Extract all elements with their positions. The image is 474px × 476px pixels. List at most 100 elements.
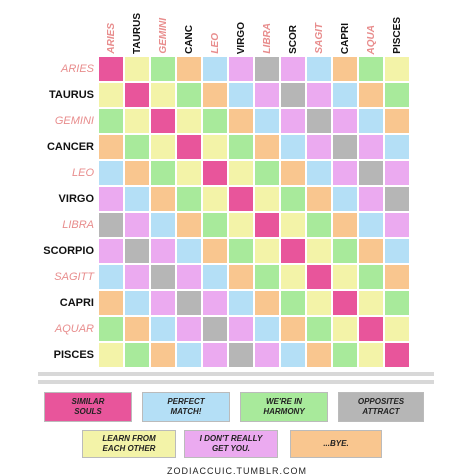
heatmap-cell [280, 82, 306, 108]
heatmap-cell [358, 290, 384, 316]
heatmap-cell [176, 134, 202, 160]
heatmap-cell [384, 82, 410, 108]
column-header-label: TAURUS [131, 13, 143, 54]
heatmap-cell [306, 160, 332, 186]
heatmap-cell [150, 342, 176, 368]
heatmap-cell [332, 238, 358, 264]
heatmap-cell [124, 290, 150, 316]
heatmap-cell [358, 212, 384, 238]
heatmap-cell [254, 160, 280, 186]
heatmap-cell [202, 342, 228, 368]
heatmap-cell [150, 186, 176, 212]
row-header-label: SAGITT [54, 271, 94, 283]
legend-item: WE'RE IN HARMONY [240, 392, 328, 422]
heatmap-cell [202, 264, 228, 290]
heatmap-cell [358, 160, 384, 186]
legend-label: I DON'T REALLY GET YOU. [199, 434, 263, 453]
heatmap-cell [98, 212, 124, 238]
heatmap-cell [124, 342, 150, 368]
row-header-label: GEMINI [54, 115, 94, 127]
heatmap-cell [98, 264, 124, 290]
heatmap-cell [332, 186, 358, 212]
heatmap-cell [254, 134, 280, 160]
row-header-label: LIBRA [62, 219, 94, 231]
heatmap-cell [332, 316, 358, 342]
heatmap-cell [202, 212, 228, 238]
heatmap-cell [384, 238, 410, 264]
heatmap-cell [124, 82, 150, 108]
heatmap-cell [176, 82, 202, 108]
heatmap-cell [202, 290, 228, 316]
legend-label: OPPOSITES ATTRACT [357, 397, 405, 416]
heatmap-cell [202, 186, 228, 212]
heatmap-cell [306, 134, 332, 160]
heatmap-cell [124, 108, 150, 134]
heatmap-cell [280, 134, 306, 160]
heatmap-cell [254, 82, 280, 108]
footer-credit: ZODIACCUIC.TUMBLR.COM [167, 466, 307, 476]
heatmap-cell [98, 238, 124, 264]
heatmap-cell [384, 290, 410, 316]
heatmap-cell [332, 160, 358, 186]
heatmap-cell [306, 56, 332, 82]
heatmap-cell [384, 212, 410, 238]
heatmap-cell [176, 238, 202, 264]
column-header-label: AQUA [365, 24, 377, 54]
heatmap-cell [358, 134, 384, 160]
row-header-label: CANCER [46, 141, 94, 153]
legend-item: OPPOSITES ATTRACT [338, 392, 424, 422]
heatmap-cell [332, 56, 358, 82]
heatmap-cell [98, 108, 124, 134]
heatmap-cell [228, 264, 254, 290]
heatmap-cell [306, 108, 332, 134]
heatmap-cell [98, 134, 124, 160]
heatmap-cell [176, 264, 202, 290]
heatmap-cell [358, 238, 384, 264]
heatmap-cell [332, 290, 358, 316]
heatmap-cell [202, 316, 228, 342]
heatmap-cell [332, 134, 358, 160]
column-header: AQUA [358, 4, 384, 54]
heatmap-cell [150, 316, 176, 342]
heatmap-cell [150, 108, 176, 134]
heatmap-cell [98, 82, 124, 108]
heatmap-cell [124, 160, 150, 186]
heatmap-cell [332, 264, 358, 290]
heatmap-cell [306, 186, 332, 212]
column-header: CAPRI [332, 4, 358, 54]
heatmap-cell [176, 160, 202, 186]
legend-label: ...BYE. [323, 439, 349, 448]
heatmap-cell [384, 56, 410, 82]
heatmap-cell [228, 56, 254, 82]
heatmap-cell [280, 212, 306, 238]
heatmap-cell [124, 134, 150, 160]
heatmap-cell [384, 316, 410, 342]
heatmap-cell [150, 134, 176, 160]
column-header: GEMINI [150, 4, 176, 54]
column-header: LEO [202, 4, 228, 54]
heatmap-cell [332, 82, 358, 108]
heatmap-cell [384, 342, 410, 368]
heatmap-cell [384, 108, 410, 134]
heatmap-cell [202, 108, 228, 134]
column-header: SAGIT [306, 4, 332, 54]
heatmap-cell [306, 82, 332, 108]
heatmap-cell [202, 56, 228, 82]
heatmap-cell [98, 160, 124, 186]
heatmap-cell [384, 186, 410, 212]
heatmap-cell [228, 212, 254, 238]
heatmap-cell [176, 212, 202, 238]
heatmap-cell [254, 56, 280, 82]
heatmap-cell [228, 82, 254, 108]
heatmap-cell [306, 342, 332, 368]
heatmap-cell [228, 186, 254, 212]
heatmap-cell [384, 160, 410, 186]
heatmap-cell [98, 290, 124, 316]
heatmap-cell [384, 134, 410, 160]
heatmap-cell [306, 238, 332, 264]
heatmap-cell [150, 238, 176, 264]
legend-item: I DON'T REALLY GET YOU. [184, 430, 278, 458]
heatmap-cell [98, 56, 124, 82]
heatmap-cell [254, 186, 280, 212]
